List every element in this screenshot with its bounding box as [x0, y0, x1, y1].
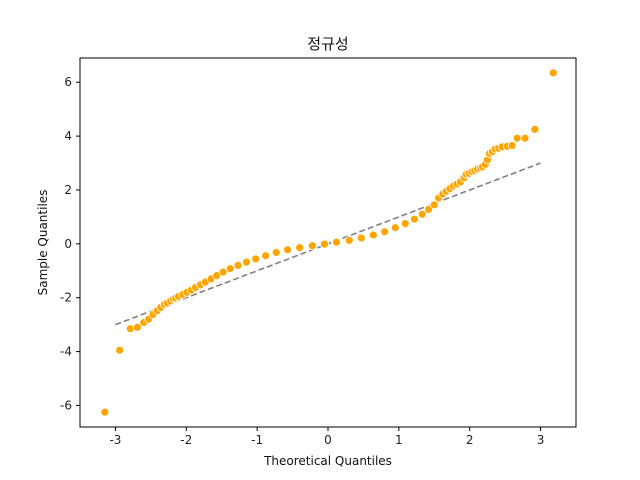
- data-point: [283, 245, 293, 255]
- y-tick-label: -6: [60, 398, 72, 412]
- data-point: [320, 239, 329, 249]
- y-tick-label: 2: [64, 183, 72, 197]
- x-tick-label: -2: [180, 433, 192, 447]
- data-point: [424, 204, 434, 214]
- x-axis-label: Theoretical Quantiles: [263, 454, 392, 468]
- data-point: [368, 230, 378, 240]
- data-point: [380, 227, 390, 237]
- x-tick-label: -1: [251, 433, 263, 447]
- data-point: [344, 235, 354, 245]
- data-point: [100, 407, 110, 417]
- data-point: [400, 219, 410, 229]
- data-point: [507, 141, 517, 150]
- data-point: [512, 133, 522, 143]
- data-point: [125, 324, 135, 334]
- data-point: [417, 209, 427, 219]
- data-point: [251, 254, 261, 264]
- data-point: [548, 68, 558, 78]
- y-tick-label: 0: [64, 237, 72, 251]
- x-tick-label: 1: [395, 433, 403, 447]
- data-point: [308, 241, 317, 251]
- x-axis: -3 -2 -1 0 1 2 3: [109, 427, 544, 447]
- y-tick-label: -4: [60, 345, 72, 359]
- y-tick-label: 6: [64, 75, 72, 89]
- data-point: [410, 214, 419, 224]
- data-point: [271, 248, 281, 257]
- data-point: [115, 345, 125, 355]
- plot-layer: [100, 68, 558, 417]
- y-tick-label: 4: [64, 129, 72, 143]
- x-tick-label: 0: [324, 433, 332, 447]
- y-axis: -6 -4 -2 0 2 4 6: [60, 75, 80, 412]
- data-point: [242, 257, 251, 267]
- data-point: [332, 237, 341, 247]
- x-tick-label: 3: [537, 433, 545, 447]
- data-point: [520, 133, 530, 143]
- x-tick-label: -3: [109, 433, 121, 447]
- chart-title: 정규성: [307, 35, 348, 53]
- x-tick-label: 2: [466, 433, 474, 447]
- data-point: [356, 233, 366, 243]
- data-point: [530, 124, 540, 134]
- data-point: [429, 200, 439, 210]
- data-point: [233, 260, 243, 270]
- data-point: [390, 223, 400, 233]
- data-point: [261, 251, 271, 261]
- data-point: [225, 264, 235, 274]
- y-axis-label: Sample Quantiles: [36, 190, 50, 296]
- y-tick-label: -2: [60, 291, 72, 305]
- data-point: [132, 322, 142, 332]
- data-point: [218, 267, 228, 277]
- data-point: [295, 243, 305, 253]
